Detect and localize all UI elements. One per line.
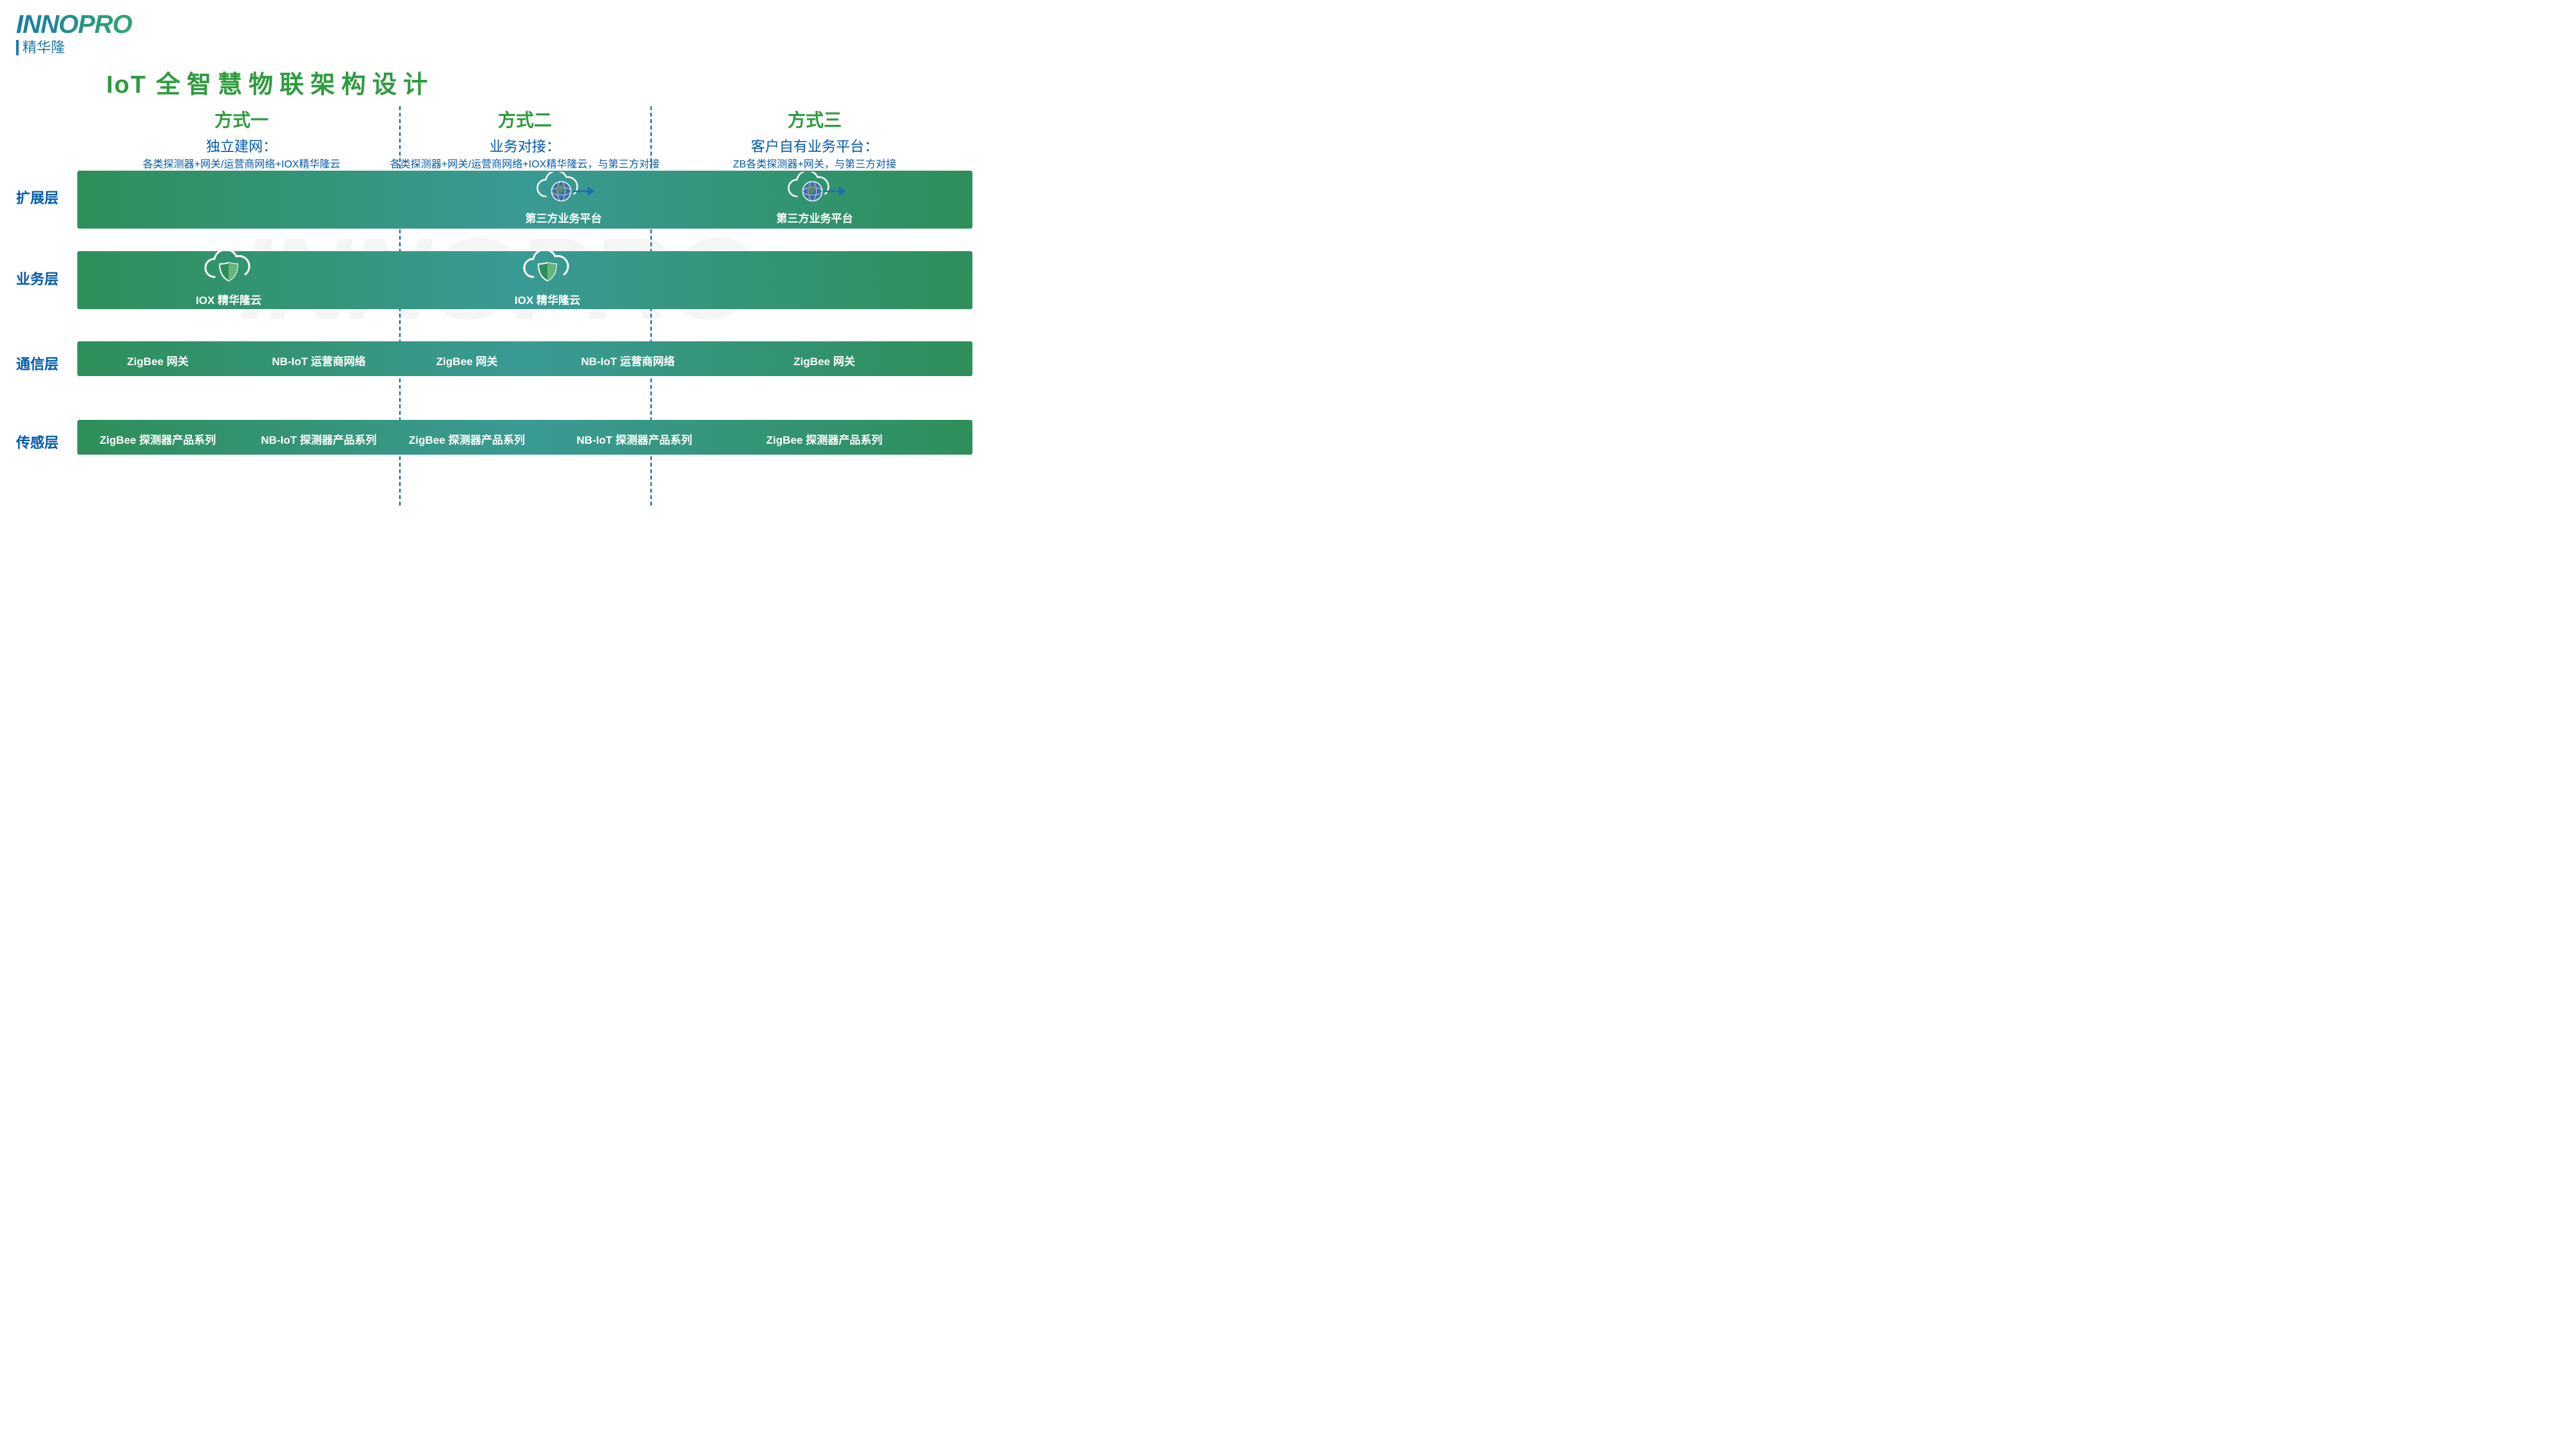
third-party-cloud-icon: 第三方业务平台: [526, 172, 602, 225]
sense-item: ZigBee 探测器产品系列: [100, 431, 216, 447]
row-label-comm: 通信层: [16, 353, 59, 374]
expand-layer-bar: 第三方业务平台 第三方业务平台: [77, 171, 972, 229]
method-header-2: 方式二业务对接：各类探测器+网关/运营商网络+IOX精华隆云，与第三方对接: [351, 106, 699, 173]
title-main: 全智慧物联架构设计: [156, 71, 434, 99]
row-label-service: 业务层: [16, 268, 59, 289]
comm-item: ZigBee 网关: [793, 352, 855, 368]
sense-item: NB-IoT 探测器产品系列: [261, 431, 376, 447]
method-title: 方式三: [673, 106, 956, 132]
title-prefix: IoT: [106, 71, 147, 99]
cloud-label: IOX 精华隆云: [515, 291, 580, 307]
iox-cloud-icon: IOX 精华隆云: [196, 251, 261, 307]
method-title: 方式一: [93, 106, 390, 132]
iox-cloud-icon: IOX 精华隆云: [515, 251, 580, 307]
logo-sub: 精华隆: [16, 40, 132, 55]
comm-item: ZigBee 网关: [127, 352, 188, 368]
page-title: IoT 全智慧物联架构设计: [106, 64, 434, 100]
method-subtitle: 独立建网：: [93, 137, 390, 157]
method-subtitle: 客户自有业务平台：: [673, 137, 956, 157]
cloud-label: IOX 精华隆云: [196, 291, 261, 307]
row-label-expand: 扩展层: [16, 187, 59, 207]
row-label-sense: 传感层: [16, 431, 59, 452]
cloud-label: 第三方业务平台: [777, 209, 853, 225]
method-title: 方式二: [351, 106, 699, 132]
logo-main: INNOPRO: [16, 12, 132, 37]
comm-item: NB-IoT 运营商网络: [272, 352, 365, 368]
logo: INNOPRO 精华隆: [16, 12, 132, 55]
method-subtitle: 业务对接：: [351, 137, 699, 157]
method-header-1: 方式一独立建网：各类探测器+网关/运营商网络+IOX精华隆云: [93, 106, 390, 173]
sense-layer-bar: ZigBee 探测器产品系列 NB-IoT 探测器产品系列 ZigBee 探测器产品…: [77, 420, 972, 455]
sense-item: ZigBee 探测器产品系列: [409, 431, 525, 447]
third-party-cloud-icon: 第三方业务平台: [777, 172, 853, 225]
method-header-3: 方式三客户自有业务平台：ZB各类探测器+网关，与第三方对接: [673, 106, 956, 173]
cloud-label: 第三方业务平台: [526, 209, 602, 225]
service-layer-bar: IOX 精华隆云 IOX 精华隆云: [77, 251, 972, 309]
sense-item: ZigBee 探测器产品系列: [766, 431, 882, 447]
comm-item: ZigBee 网关: [436, 352, 497, 368]
sense-item: NB-IoT 探测器产品系列: [576, 431, 692, 447]
comm-item: NB-IoT 运营商网络: [581, 352, 674, 368]
comm-layer-bar: ZigBee 网关 NB-IoT 运营商网络 ZigBee 网关 NB-IoT 运营商…: [77, 341, 972, 376]
